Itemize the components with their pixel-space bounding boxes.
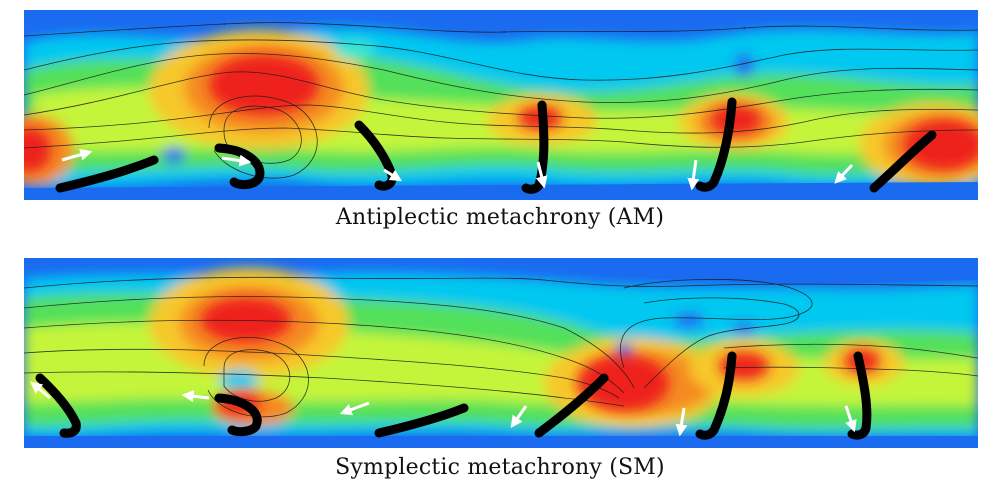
- am-wall-strip: [24, 182, 978, 200]
- sm-cilia: [35, 351, 872, 440]
- sm-core-1: [201, 298, 291, 342]
- am-pocket-blue-1: [162, 147, 186, 163]
- sm-arrow-4: [510, 405, 528, 428]
- sm-wall-strip: [24, 436, 978, 448]
- am-velocity-arrows: [61, 148, 854, 191]
- sm-core-2: [579, 355, 669, 411]
- am-arrow-1: [61, 148, 93, 162]
- am-pocket-blue-2: [734, 53, 754, 77]
- caption-antiplectic: Antiplectic metachrony (AM): [335, 205, 665, 230]
- am-cilium-5: [695, 97, 737, 192]
- am-arrow-5: [687, 159, 700, 191]
- am-arrow-2: [221, 154, 252, 167]
- sm-arrow-2: [181, 390, 210, 403]
- sm-cilium-4: [534, 373, 609, 438]
- am-core-1: [209, 55, 319, 115]
- sm-cilium-6: [847, 351, 872, 440]
- am-core-3: [711, 106, 761, 134]
- sm-cilium-5: [695, 351, 737, 440]
- sm-flow-field: [24, 258, 978, 448]
- am-cilium-6: [869, 130, 937, 193]
- sm-cilium-3: [374, 403, 469, 438]
- am-cilium-2: [214, 143, 265, 190]
- am-arrow-4: [535, 161, 548, 189]
- am-arrow-3: [383, 168, 403, 182]
- am-streamlines: [24, 22, 978, 179]
- am-flow-field: [24, 10, 978, 200]
- sm-arrow-5: [675, 407, 688, 437]
- sm-arrow-3: [339, 401, 370, 416]
- sm-streamlines: [24, 276, 978, 418]
- sm-cilium-2: [214, 393, 262, 437]
- caption-symplectic: Symplectic metachrony (SM): [335, 455, 665, 480]
- sm-arrow-6: [844, 405, 857, 433]
- sm-pocket-blue-1: [673, 312, 705, 328]
- am-cilium-1: [55, 155, 159, 193]
- am-arrow-6: [834, 163, 854, 184]
- am-flow-field-panel: [24, 10, 978, 200]
- am-cilia: [55, 97, 937, 194]
- sm-flow-field-panel: [24, 258, 978, 448]
- am-core-4: [904, 120, 978, 170]
- sm-velocity-arrows: [30, 381, 857, 437]
- sm-top-right-blue: [584, 258, 978, 285]
- sm-pocket-blue-2: [732, 322, 756, 334]
- sm-cilium-1: [35, 373, 81, 438]
- sm-arrow-1: [30, 381, 51, 400]
- am-core-0: [24, 128, 51, 172]
